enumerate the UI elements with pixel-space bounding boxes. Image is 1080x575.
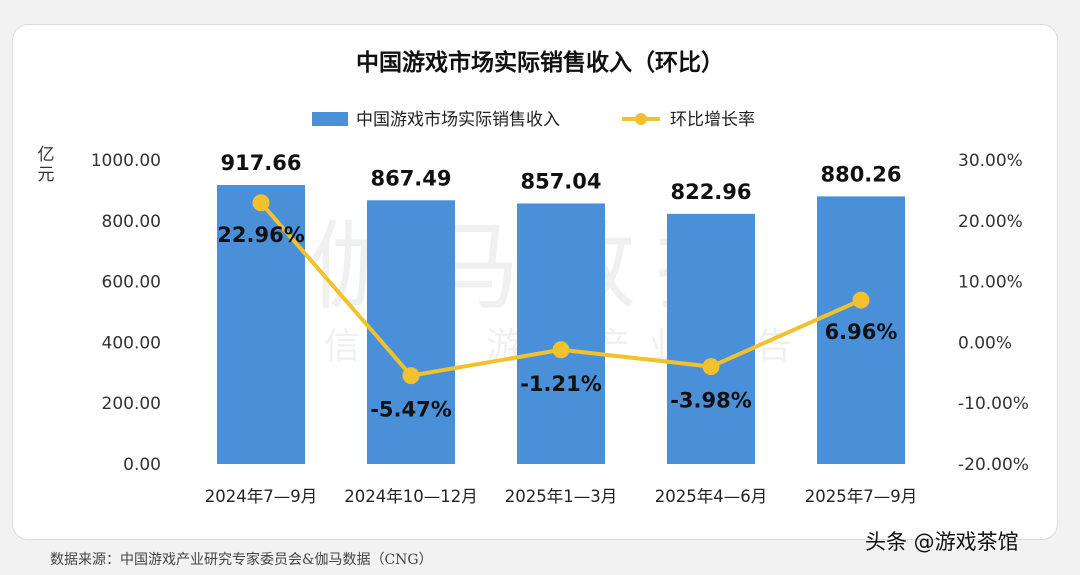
y-right-tick-label: -10.00% [958,394,1029,414]
source-note: 数据来源：中国游戏产业研究专家委员会&伽马数据（CNG） [50,552,433,568]
y-left-tick-label: 600.00 [102,273,161,293]
y-right-tick-label: -20.00% [958,455,1029,475]
x-tick-label: 2025年4—6月 [655,487,768,506]
y-right-tick-label: 0.00% [958,333,1012,353]
y-left-tick-label: 800.00 [102,212,161,232]
credit-label: 头条 @游戏茶馆 [865,530,1019,554]
y-left-tick-label: 200.00 [102,394,161,414]
bar [817,196,905,465]
y-unit-label-char: 元 [38,165,55,185]
growth-value-label: -5.47% [370,398,452,422]
bar [217,185,305,464]
growth-point [252,194,270,212]
legend-label-line: 环比增长率 [670,110,755,130]
bar-value-label: 822.96 [670,180,751,204]
bar-value-label: 867.49 [370,166,451,190]
growth-point [702,358,720,376]
x-tick-label: 2024年7—9月 [205,487,318,506]
bar-value-label: 880.26 [820,162,901,186]
legend-swatch-bar [312,112,348,126]
y-right-tick-label: 30.00% [958,151,1023,171]
growth-point [402,367,420,385]
y-right-tick-label: 20.00% [958,212,1023,232]
bar-value-label: 857.04 [520,169,601,193]
x-tick-label: 2024年10—12月 [344,487,477,506]
x-tick-label: 2025年7—9月 [805,487,918,506]
bar-value-label: 917.66 [220,151,301,175]
growth-point [852,291,870,309]
growth-point [552,341,570,359]
y-right-tick-label: 10.00% [958,273,1023,293]
chart-title: 中国游戏市场实际销售收入（环比） [356,49,724,76]
growth-value-label: -1.21% [520,372,602,396]
bar [517,203,605,464]
growth-value-label: 6.96% [825,320,898,344]
growth-value-label: -3.98% [670,389,752,413]
y-left-tick-label: 0.00 [123,455,161,475]
x-tick-label: 2025年1—3月 [505,487,618,506]
bar [667,213,755,464]
y-unit-label-char: 亿 [38,145,55,165]
y-left-tick-label: 400.00 [102,333,161,353]
bar [367,200,455,465]
y-left-tick-label: 1000.00 [91,151,161,171]
legend-swatch-marker [635,113,647,125]
growth-value-label: 22.96% [217,223,304,247]
legend-label-bar: 中国游戏市场实际销售收入 [356,110,560,130]
